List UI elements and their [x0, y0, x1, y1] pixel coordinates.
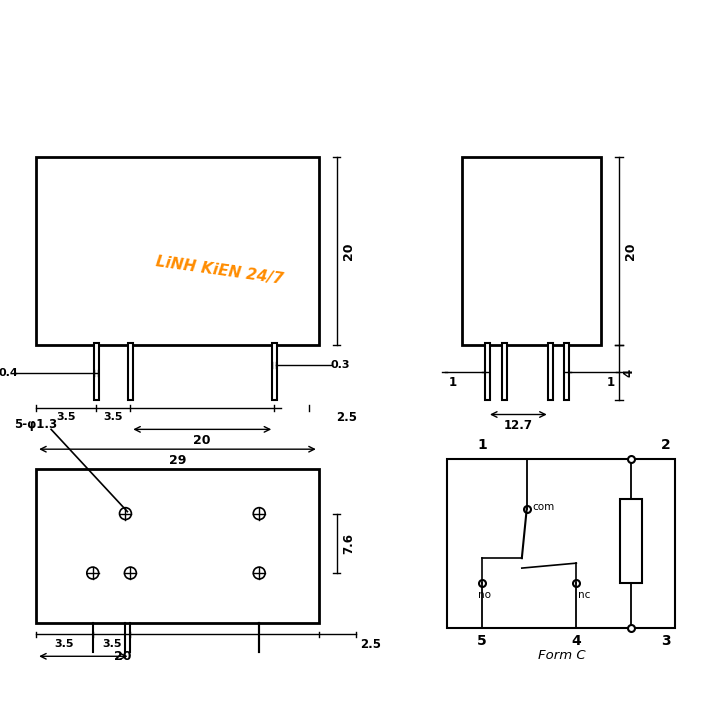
Bar	[564, 343, 570, 400]
Text: 0.3: 0.3	[330, 360, 350, 370]
Text: 3.5: 3.5	[56, 413, 76, 423]
Text: 4: 4	[572, 634, 581, 649]
Bar	[128, 343, 133, 400]
Bar	[485, 343, 490, 400]
Text: 3.5: 3.5	[55, 639, 74, 649]
Bar	[36, 157, 319, 345]
Bar	[36, 469, 319, 623]
Text: 0.4: 0.4	[0, 368, 19, 378]
Text: 1: 1	[477, 438, 487, 452]
Text: 2.5: 2.5	[336, 411, 357, 424]
Text: 29: 29	[168, 454, 186, 467]
Text: nc: nc	[578, 590, 590, 600]
Text: 20: 20	[624, 242, 637, 260]
Bar	[502, 343, 507, 400]
Text: 20: 20	[342, 242, 355, 260]
Bar	[94, 343, 99, 400]
Text: 12.7: 12.7	[504, 419, 533, 432]
Text: 3: 3	[661, 634, 670, 649]
Text: 2: 2	[661, 438, 670, 452]
Bar	[620, 499, 642, 583]
Text: 20: 20	[194, 433, 211, 447]
Bar	[548, 343, 552, 400]
Bar	[462, 157, 601, 345]
Text: 1: 1	[449, 377, 456, 390]
Text: 7.6: 7.6	[342, 533, 355, 554]
Text: 4: 4	[622, 368, 635, 377]
Text: 1: 1	[607, 377, 615, 390]
Bar	[272, 343, 277, 400]
Text: 3.5: 3.5	[103, 413, 123, 423]
Text: LiNH KiEN 24/7: LiNH KiEN 24/7	[155, 254, 284, 287]
Text: Form C: Form C	[538, 649, 585, 662]
Text: 2.5: 2.5	[360, 638, 381, 651]
Bar	[448, 459, 675, 628]
Text: 5: 5	[477, 634, 487, 649]
Text: no: no	[477, 590, 490, 600]
Text: 20: 20	[114, 649, 132, 663]
Text: com: com	[533, 502, 555, 512]
Text: 5-φ1.3: 5-φ1.3	[14, 418, 58, 431]
Text: 3.5: 3.5	[102, 639, 122, 649]
